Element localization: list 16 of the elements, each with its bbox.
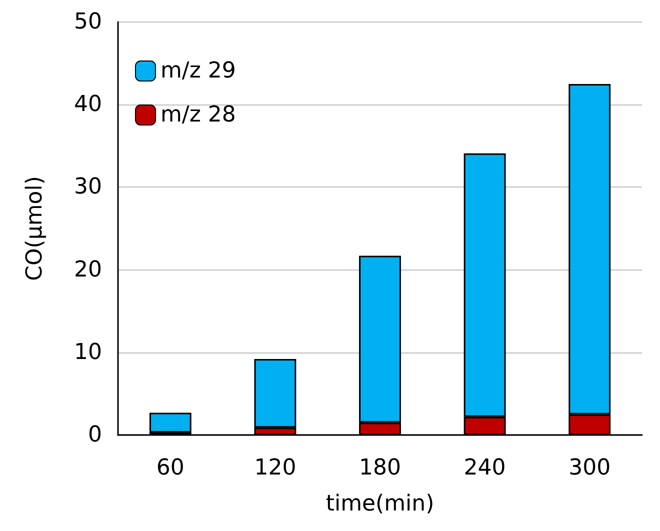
- legend-label: m/z 28: [160, 102, 236, 128]
- x-axis-title: time(min): [326, 492, 434, 516]
- y-tick-label: 40: [74, 92, 102, 118]
- x-tick-label: 120: [254, 456, 296, 480]
- x-tick-label: 180: [359, 456, 401, 480]
- y-tick-label: 30: [74, 174, 102, 200]
- y-tick-label: 10: [74, 340, 102, 365]
- x-tick-label: 300: [568, 456, 611, 480]
- y-tick-label: 50: [74, 10, 102, 34]
- x-tick-label: 240: [464, 456, 506, 480]
- bar: [149, 412, 192, 433]
- y-tick-label: 20: [74, 257, 102, 282]
- y-tick-label: 0: [88, 422, 102, 448]
- legend-label: m/z 29: [160, 58, 236, 84]
- x-tick-label: 60: [156, 456, 184, 480]
- y-axis-title: CO(μmol): [22, 176, 48, 281]
